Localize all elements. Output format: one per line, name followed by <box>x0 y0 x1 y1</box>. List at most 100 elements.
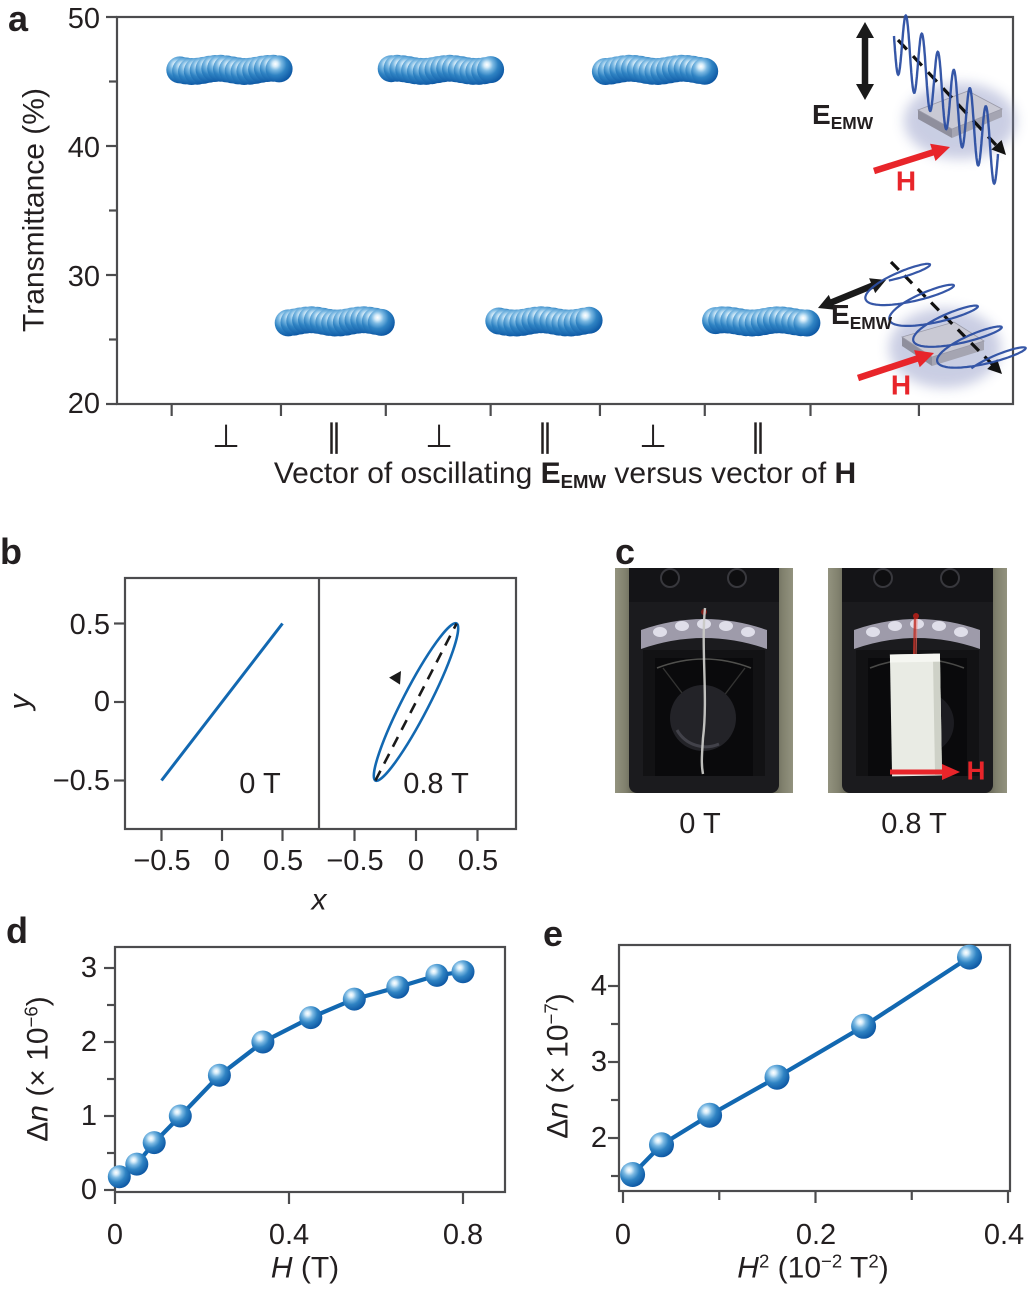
T-exponent: 2 <box>868 1250 879 1272</box>
strip-dot-icon <box>888 621 902 631</box>
a-x-axis-label: Vector of oscillating EEMW versus vector… <box>273 457 857 493</box>
a-ytick-50: 50 <box>67 2 100 35</box>
E-symbol: E <box>812 99 831 130</box>
panel-letter-b: b <box>0 531 22 572</box>
c-H-field-label: H <box>966 755 986 786</box>
strip-dot-icon <box>954 627 968 637</box>
a-symbol-para-2: ∥ <box>537 418 553 455</box>
d-ylabel-end: ) <box>21 996 55 1007</box>
panel-letter-e: e <box>543 913 564 954</box>
E-subscript: EMW <box>849 312 893 333</box>
photo-0.8T <box>828 568 1007 793</box>
H-symbol: H <box>737 1251 759 1285</box>
n-symbol: n <box>541 1102 575 1119</box>
b-xtick-right-neg0.5: −0.5 <box>326 844 384 877</box>
inset-bottom-E-label: EEMW <box>831 299 892 332</box>
a-xlabel-mid: versus vector of <box>606 457 835 490</box>
E-subscript: EMW <box>830 112 874 133</box>
strip-dot-icon <box>741 627 755 637</box>
a-xlabel-E-subscript: EMW <box>560 471 607 493</box>
film-top-fold <box>889 653 941 663</box>
d-xtick-0: 0 <box>106 1218 124 1251</box>
e-ytick-2: 2 <box>590 1121 607 1154</box>
strip-dot-icon <box>932 621 946 631</box>
H-symbol: H <box>270 1251 293 1285</box>
panel-letter-c: c <box>615 531 636 572</box>
d-ytick-2: 2 <box>80 1025 97 1058</box>
e-xlabel-mid: (10 <box>769 1251 822 1285</box>
inset-E-perpendicular-illustration <box>856 13 1016 186</box>
e-xtick-0.4: 0.4 <box>983 1218 1025 1251</box>
b-ytick-neg0.5: −0.5 <box>52 764 110 797</box>
panel-e-plot <box>608 943 1012 1203</box>
a-ytick-40: 40 <box>67 131 100 164</box>
a-symbol-perp-2: ⊥ <box>425 418 453 455</box>
a-y-axis-label: Transmittance (%) <box>17 88 51 332</box>
d-xtick-0.4: 0.4 <box>268 1218 310 1251</box>
e-xlabel-end: ) <box>878 1251 889 1285</box>
c-caption-0T: 0 T <box>679 807 721 840</box>
a-xlabel-pre: Vector of oscillating <box>273 457 541 490</box>
a-ytick-30: 30 <box>67 260 100 293</box>
d-ylabel-exponent: −6 <box>20 1006 42 1028</box>
bolt-icon <box>940 568 960 588</box>
b-xtick-right-0.5: 0.5 <box>457 844 499 877</box>
device-top-cap <box>842 568 993 602</box>
d-xtick-0.8: 0.8 <box>442 1218 484 1251</box>
b-x-axis-label: x <box>311 883 327 917</box>
e-xlabel-T: T <box>842 1251 869 1285</box>
panel-letter-d: d <box>6 910 28 951</box>
e-xtick-0.2: 0.2 <box>795 1218 837 1251</box>
bolt-icon <box>873 568 893 588</box>
d-ytick-0: 0 <box>80 1173 97 1206</box>
inset-top-H-label: H <box>895 165 917 197</box>
photo-0T <box>615 568 793 793</box>
b-ytick-0: 0 <box>93 685 110 718</box>
device-top-cap <box>629 568 779 602</box>
e-xlabel-exponent: −2 <box>821 1250 843 1272</box>
b-ytick-0.5: 0.5 <box>69 608 110 641</box>
e-ytick-4: 4 <box>590 969 607 1002</box>
strip-dot-icon <box>653 627 667 637</box>
e-ytick-3: 3 <box>590 1045 607 1078</box>
c-caption-0.8T: 0.8 T <box>881 807 947 840</box>
d-ytick-1: 1 <box>80 1099 97 1132</box>
b-label-0.8T: 0.8 T <box>403 767 469 800</box>
a-symbol-para-3: ∥ <box>750 418 766 455</box>
panel-d-plot <box>104 945 507 1204</box>
a-xlabel-H: H <box>834 457 857 490</box>
panel-b-plot <box>114 576 518 841</box>
lens-highlight <box>675 729 720 749</box>
b-xtick-left-0: 0 <box>213 844 231 877</box>
inset-bottom-H-label: H <box>890 369 912 401</box>
film-shade <box>932 653 943 776</box>
b-xtick-left-neg0.5: −0.5 <box>133 844 191 877</box>
e-ylabel-exponent: −7 <box>540 1003 562 1025</box>
strip-dot-icon <box>719 621 733 631</box>
d-xlabel-unit: (T) <box>292 1251 340 1285</box>
a-ytick-20: 20 <box>67 387 100 420</box>
d-x-axis-label: H (T) <box>271 1252 339 1284</box>
film-face-on <box>889 653 943 777</box>
a-symbol-para-1: ∥ <box>326 418 342 455</box>
inset-E-parallel-illustration <box>818 260 1027 388</box>
E-symbol: E <box>831 299 850 330</box>
film-rect <box>889 653 943 777</box>
e-x-axis-label: H2 (10−2 T2) <box>737 1250 889 1285</box>
laser-spot <box>913 613 919 619</box>
a-xlabel-E: E <box>540 457 561 490</box>
b-xtick-right-0: 0 <box>407 844 425 877</box>
H-exponent: 2 <box>758 1250 770 1272</box>
lens <box>670 685 736 751</box>
d-ytick-3: 3 <box>80 951 97 984</box>
h-field-arrow-icon <box>890 764 960 780</box>
e-xtick-0: 0 <box>614 1218 632 1251</box>
film-edge-on <box>700 607 707 775</box>
bolt-icon <box>660 568 680 588</box>
panel-letter-a: a <box>8 0 29 39</box>
inset-top-E-label: EEMW <box>812 99 873 132</box>
strip-dot-icon <box>675 621 689 631</box>
b-label-0T: 0 T <box>239 767 281 800</box>
